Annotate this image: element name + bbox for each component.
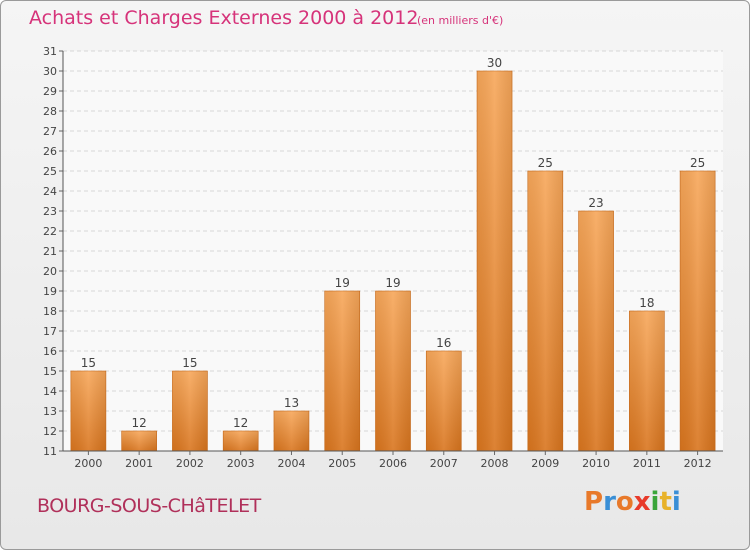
logo-letter: i: [650, 487, 660, 517]
x-tick-label-2006: 2006: [379, 457, 407, 470]
x-tick-label-2011: 2011: [633, 457, 661, 470]
bar-shade-2008: [477, 71, 513, 451]
proxiti-logo: Proxiti: [584, 487, 681, 517]
x-tick-label-2002: 2002: [176, 457, 204, 470]
logo-letter: P: [584, 487, 604, 517]
data-label-2009: 25: [538, 156, 553, 170]
y-tick-label: 22: [43, 225, 57, 238]
data-label-2003: 12: [233, 416, 248, 430]
bar-shade-2001: [121, 431, 157, 451]
logo-letter: o: [615, 487, 634, 517]
data-label-2008: 30: [487, 56, 502, 70]
logo-letter: i: [671, 487, 681, 517]
x-tick-label-2008: 2008: [481, 457, 509, 470]
axes: 11 12 13 14 15 16 17 18 19 20 21 22 23 24 25 26 27 28 29 30…: [43, 45, 723, 470]
x-tick-label-2005: 2005: [328, 457, 356, 470]
data-label-2005: 19: [335, 276, 350, 290]
data-label-2010: 23: [588, 196, 603, 210]
bar-shade-2004: [273, 411, 309, 451]
bars: [70, 70, 716, 452]
bar-shade-2009: [527, 171, 563, 451]
bar-shade-2007: [426, 351, 462, 451]
data-label-2002: 15: [182, 356, 197, 370]
chart-title: Achats et Charges Externes 2000 à 2012: [29, 7, 419, 29]
x-tick-label-2010: 2010: [582, 457, 610, 470]
y-tick-label: 12: [43, 425, 57, 438]
x-tick-label-2004: 2004: [277, 457, 305, 470]
y-tick-label: 21: [43, 245, 57, 258]
bar-shade-2000: [70, 371, 106, 451]
data-label-2001: 12: [132, 416, 147, 430]
bar-shade-2011: [629, 311, 665, 451]
bar-shade-2002: [172, 371, 208, 451]
data-label-2000: 15: [81, 356, 96, 370]
data-label-2006: 19: [385, 276, 400, 290]
logo-letter: x: [633, 487, 651, 517]
y-tick-label: 31: [43, 45, 57, 58]
bar-shade-2003: [223, 431, 259, 451]
x-tick-label-2003: 2003: [227, 457, 255, 470]
y-tick-label: 15: [43, 365, 57, 378]
x-tick-label-2012: 2012: [684, 457, 712, 470]
y-tick-label: 24: [43, 185, 57, 198]
bar-shade-2006: [375, 291, 411, 451]
y-tick-label: 30: [43, 65, 57, 78]
y-tick-label: 23: [43, 205, 57, 218]
bar-shade-2012: [680, 171, 716, 451]
logo-letter: t: [659, 487, 672, 517]
y-tick-label: 11: [43, 445, 57, 458]
y-tick-label: 26: [43, 145, 57, 158]
x-tick-label-2007: 2007: [430, 457, 458, 470]
y-tick-label: 28: [43, 105, 57, 118]
y-tick-label: 19: [43, 285, 57, 298]
logo-letter: r: [603, 487, 616, 517]
chart-unit: (en milliers d'€): [417, 14, 504, 27]
bar-shade-2010: [578, 211, 614, 451]
data-label-2012: 25: [690, 156, 705, 170]
data-labels: 15 12 15 12 13 19 19 16 30 25 23 18 25: [81, 56, 706, 430]
y-tick-label: 14: [43, 385, 57, 398]
y-tick-label: 13: [43, 405, 57, 418]
data-label-2007: 16: [436, 336, 451, 350]
y-tick-label: 29: [43, 85, 57, 98]
y-tick-label: 27: [43, 125, 57, 138]
x-tick-label-2009: 2009: [531, 457, 559, 470]
x-tick-label-2001: 2001: [125, 457, 153, 470]
y-tick-label: 18: [43, 305, 57, 318]
y-tick-label: 20: [43, 265, 57, 278]
y-tick-label: 25: [43, 165, 57, 178]
y-tick-label: 16: [43, 345, 57, 358]
bar-shade-2005: [324, 291, 360, 451]
data-label-2004: 13: [284, 396, 299, 410]
data-label-2011: 18: [639, 296, 654, 310]
x-tick-label-2000: 2000: [74, 457, 102, 470]
commune-name: BOURG-SOUS-CHâTELET: [37, 495, 261, 517]
y-tick-label: 17: [43, 325, 57, 338]
